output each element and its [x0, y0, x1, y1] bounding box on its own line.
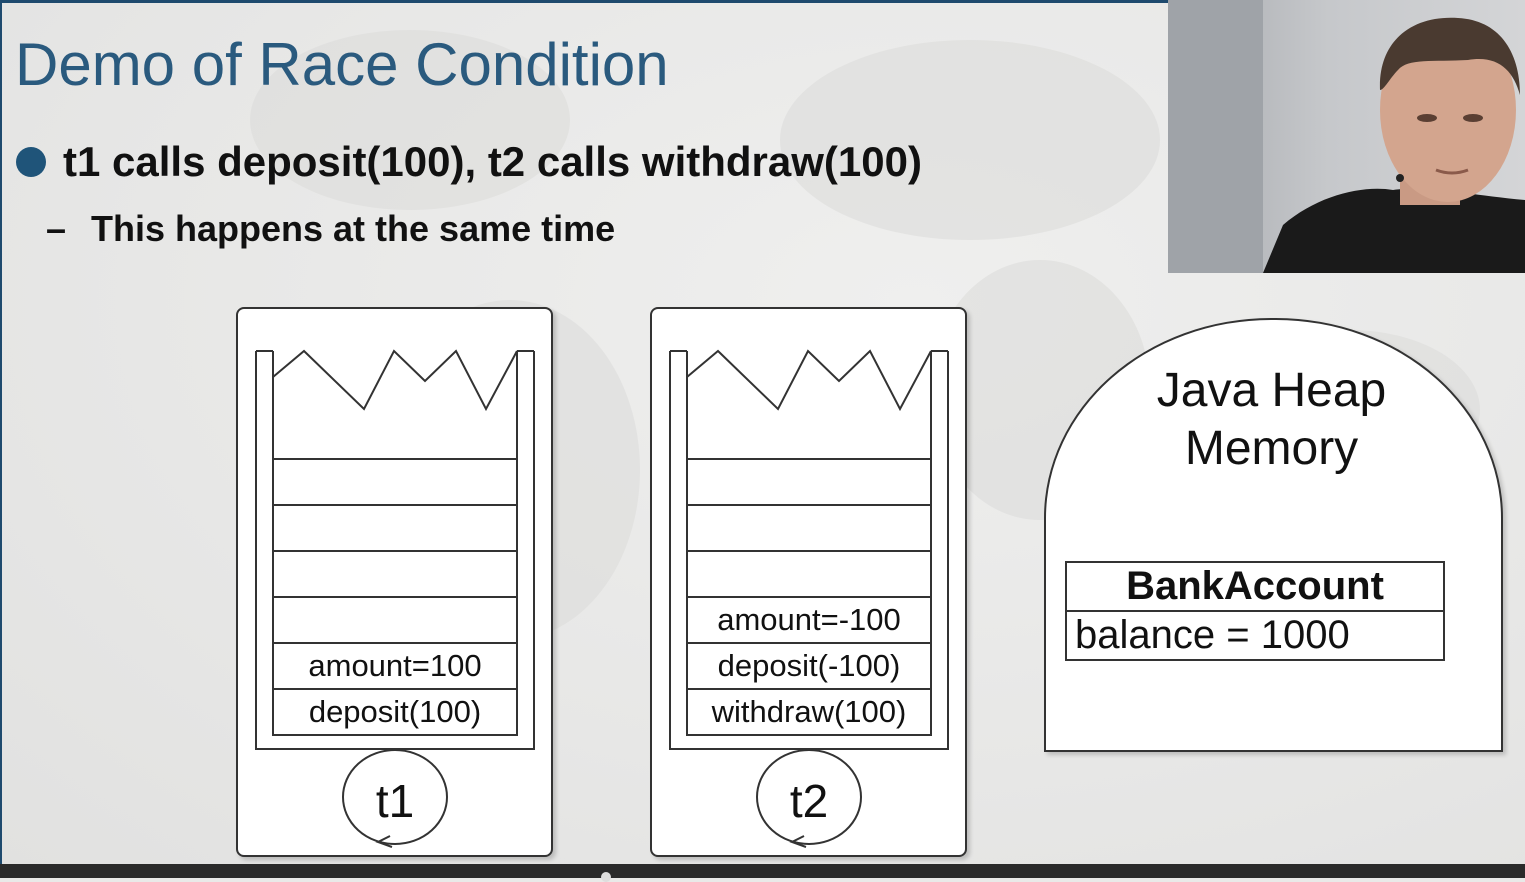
- thread-t2-label: t2: [789, 775, 829, 827]
- java-heap-memory: Java Heap Memory BankAccount balance = 1…: [1044, 318, 1503, 752]
- thread-t2-frame-deposit: deposit(-100): [717, 648, 901, 683]
- video-progress-bar[interactable]: [0, 864, 1525, 882]
- thread-t2-circle: [756, 749, 862, 845]
- slide: Demo of Race Condition t1 calls deposit(…: [0, 0, 1525, 864]
- thread-t1-arrow-icon: [375, 835, 393, 848]
- thread-t2-card: amount=-100 deposit(-100) withdraw(100) …: [650, 307, 967, 857]
- presenter-video-icon: [1168, 0, 1525, 273]
- thread-t2-frame-amount: amount=-100: [717, 602, 901, 637]
- bullet-sub: – This happens at the same time: [46, 208, 615, 250]
- thread-t1-card: amount=100 deposit(100) t1: [236, 307, 553, 857]
- heap-title: Java Heap Memory: [1046, 362, 1497, 478]
- thread-t2-frame-withdraw: withdraw(100): [711, 694, 907, 729]
- bank-account-class-name: BankAccount: [1067, 563, 1443, 612]
- bank-account-balance-field: balance = 1000: [1075, 613, 1350, 657]
- thread-t2-stack-drawing: [669, 349, 949, 848]
- dash-icon: –: [46, 208, 67, 249]
- heap-title-line1: Java Heap: [1156, 364, 1387, 417]
- thread-t1-frame-deposit: deposit(100): [308, 694, 482, 729]
- bullet-main: t1 calls deposit(100), t2 calls withdraw…: [16, 138, 922, 186]
- thread-t1-stack-drawing: [255, 349, 535, 848]
- circle-bullet-icon: [16, 147, 46, 177]
- slide-title: Demo of Race Condition: [15, 31, 669, 98]
- thread-t1-circle: [342, 749, 448, 845]
- thread-t1-frame-amount: amount=100: [308, 648, 482, 683]
- slide-left-accent: [0, 0, 2, 864]
- presenter-figure: [1168, 0, 1525, 273]
- heap-title-line2: Memory: [1184, 422, 1359, 475]
- bullet-sub-text: This happens at the same time: [91, 208, 616, 249]
- thread-t1-label: t1: [375, 775, 415, 827]
- video-scrubber-handle[interactable]: [601, 872, 611, 882]
- thread-t2-arrow-icon: [789, 835, 807, 848]
- bullet-main-text: t1 calls deposit(100), t2 calls withdraw…: [63, 138, 922, 185]
- bank-account-object: BankAccount balance = 1000: [1065, 561, 1445, 661]
- slide-top-accent: [0, 0, 1170, 3]
